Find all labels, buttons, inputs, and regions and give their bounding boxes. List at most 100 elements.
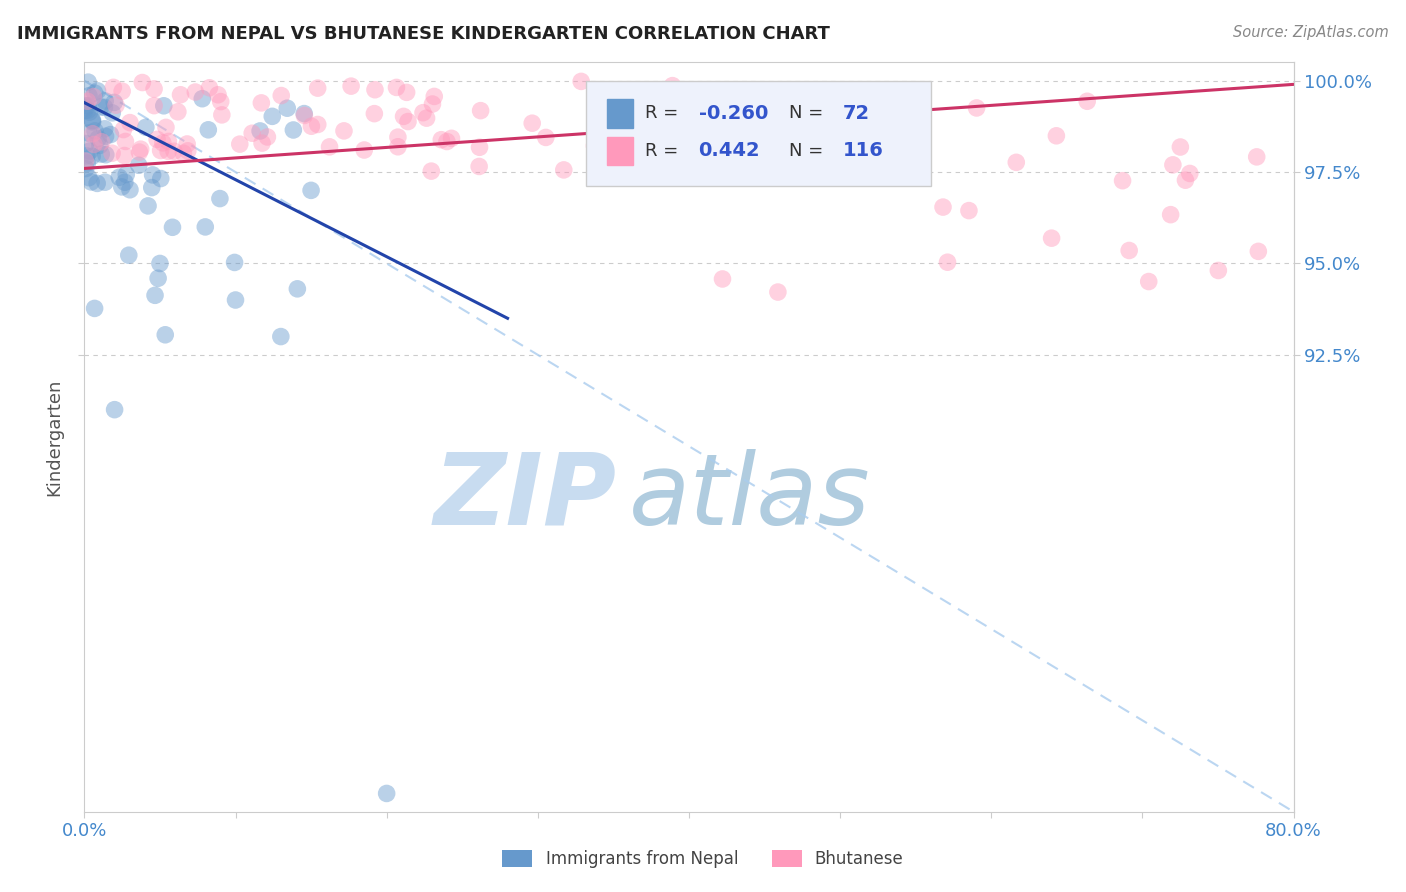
Point: [522, 116, 544, 130]
Point: [387, 140, 409, 154]
Point: [249, 124, 271, 138]
Point: [101, 146, 124, 161]
Text: IMMIGRANTS FROM NEPAL VS BHUTANESE KINDERGARTEN CORRELATION CHART: IMMIGRANTS FROM NEPAL VS BHUTANESE KINDE…: [17, 25, 830, 43]
Point: [128, 158, 150, 172]
Point: [229, 137, 252, 152]
Bar: [607, 136, 633, 165]
Text: 0.442: 0.442: [699, 141, 761, 161]
Point: [1208, 263, 1230, 277]
Point: [396, 114, 419, 128]
Point: [711, 272, 734, 286]
Point: [76, 156, 98, 170]
Point: [136, 199, 159, 213]
Point: [155, 327, 177, 342]
Bar: [607, 99, 633, 128]
Point: [118, 183, 141, 197]
Point: [207, 87, 229, 102]
Point: [77, 88, 100, 103]
Point: [292, 108, 315, 122]
Point: [534, 130, 557, 145]
Point: [675, 96, 697, 111]
Point: [364, 83, 387, 97]
Point: [209, 95, 232, 109]
Point: [661, 78, 683, 93]
Point: [796, 132, 818, 146]
Point: [167, 104, 190, 119]
Point: [80, 175, 103, 189]
Point: [262, 109, 284, 123]
Point: [720, 128, 742, 143]
Point: [79, 144, 101, 158]
Text: -0.260: -0.260: [699, 103, 768, 123]
Point: [75, 101, 97, 115]
Point: [599, 159, 621, 173]
Point: [240, 126, 263, 140]
Point: [82, 89, 104, 103]
Point: [82, 113, 104, 128]
Point: [114, 148, 136, 162]
Point: [307, 81, 329, 95]
FancyBboxPatch shape: [586, 81, 931, 186]
Text: 116: 116: [842, 141, 883, 161]
Point: [131, 76, 153, 90]
Point: [73, 103, 96, 118]
Point: [422, 97, 444, 112]
Point: [1045, 128, 1067, 143]
Point: [111, 84, 134, 98]
Point: [553, 162, 575, 177]
Point: [143, 82, 166, 96]
Legend: Immigrants from Nepal, Bhutanese: Immigrants from Nepal, Bhutanese: [496, 843, 910, 875]
Point: [79, 105, 101, 120]
Point: [128, 145, 150, 160]
Point: [93, 100, 115, 114]
Point: [845, 97, 868, 112]
Point: [225, 293, 247, 307]
Point: [90, 100, 112, 114]
Point: [1160, 208, 1182, 222]
Point: [75, 154, 97, 169]
Point: [283, 123, 305, 137]
Point: [1246, 150, 1268, 164]
Point: [77, 126, 100, 140]
Point: [224, 255, 246, 269]
Point: [75, 99, 97, 113]
Point: [162, 220, 184, 235]
Point: [194, 219, 217, 234]
Point: [385, 80, 408, 95]
Point: [299, 120, 322, 134]
Point: [108, 170, 131, 185]
Point: [84, 124, 107, 138]
Point: [744, 110, 766, 124]
Point: [82, 113, 104, 128]
Point: [270, 88, 292, 103]
Point: [149, 171, 172, 186]
Point: [318, 140, 340, 154]
Point: [1174, 173, 1197, 187]
Point: [87, 131, 110, 145]
Point: [77, 75, 100, 89]
Point: [250, 95, 273, 110]
Point: [75, 136, 97, 151]
Point: [112, 122, 135, 136]
Text: N =: N =: [789, 104, 830, 122]
Point: [142, 168, 165, 182]
Point: [103, 95, 125, 110]
Point: [90, 135, 112, 149]
Text: Source: ZipAtlas.com: Source: ZipAtlas.com: [1233, 25, 1389, 40]
Y-axis label: Kindergarten: Kindergarten: [45, 378, 63, 496]
Point: [77, 98, 100, 112]
Point: [191, 92, 214, 106]
Point: [163, 145, 186, 159]
Point: [82, 149, 104, 163]
Point: [118, 248, 141, 262]
Point: [143, 288, 166, 302]
Text: R =: R =: [645, 104, 685, 122]
Point: [470, 103, 492, 118]
Point: [111, 180, 134, 194]
Point: [76, 94, 98, 108]
Point: [634, 155, 657, 169]
Point: [208, 192, 231, 206]
Point: [94, 94, 117, 108]
Point: [135, 120, 157, 135]
Point: [633, 86, 655, 100]
